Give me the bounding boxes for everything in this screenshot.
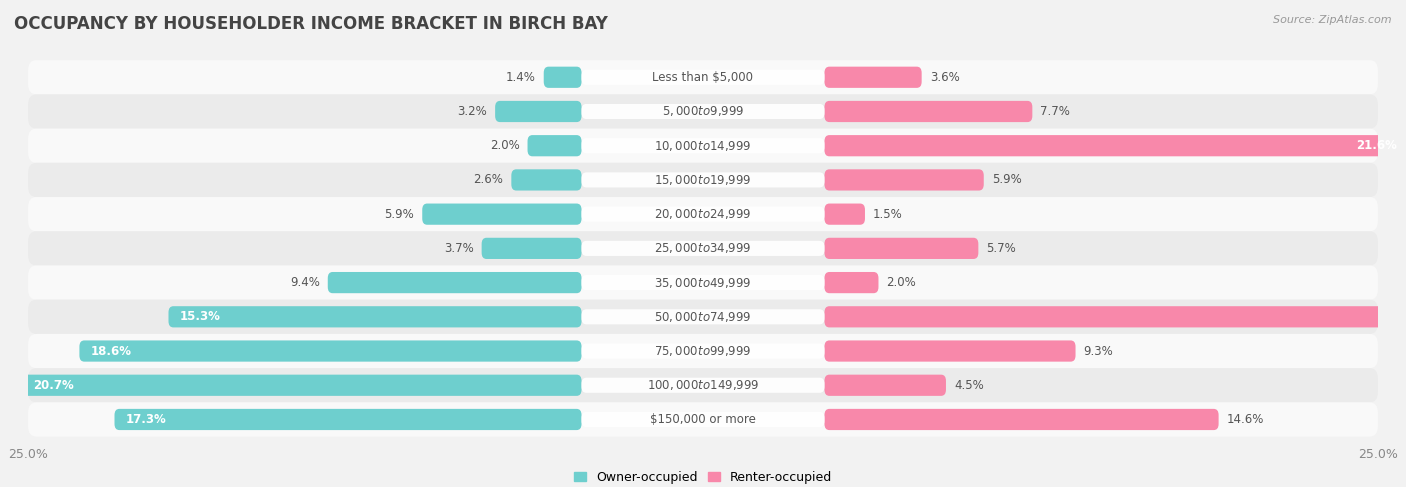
FancyBboxPatch shape — [582, 241, 824, 256]
Text: 9.3%: 9.3% — [1084, 344, 1114, 357]
FancyBboxPatch shape — [582, 412, 824, 427]
FancyBboxPatch shape — [582, 70, 824, 85]
FancyBboxPatch shape — [328, 272, 582, 293]
FancyBboxPatch shape — [582, 206, 824, 222]
Text: 3.2%: 3.2% — [457, 105, 486, 118]
FancyBboxPatch shape — [824, 169, 984, 190]
Text: 17.3%: 17.3% — [125, 413, 166, 426]
Text: $20,000 to $24,999: $20,000 to $24,999 — [654, 207, 752, 221]
FancyBboxPatch shape — [28, 265, 1378, 300]
FancyBboxPatch shape — [582, 275, 824, 290]
FancyBboxPatch shape — [169, 306, 582, 327]
Legend: Owner-occupied, Renter-occupied: Owner-occupied, Renter-occupied — [568, 466, 838, 487]
Text: $150,000 or more: $150,000 or more — [650, 413, 756, 426]
Text: 5.9%: 5.9% — [384, 207, 415, 221]
FancyBboxPatch shape — [824, 135, 1406, 156]
FancyBboxPatch shape — [582, 309, 824, 324]
FancyBboxPatch shape — [22, 375, 582, 396]
FancyBboxPatch shape — [28, 163, 1378, 197]
FancyBboxPatch shape — [582, 104, 824, 119]
FancyBboxPatch shape — [114, 409, 582, 430]
FancyBboxPatch shape — [824, 101, 1032, 122]
Text: 9.4%: 9.4% — [290, 276, 319, 289]
FancyBboxPatch shape — [512, 169, 582, 190]
FancyBboxPatch shape — [28, 334, 1378, 368]
FancyBboxPatch shape — [582, 138, 824, 153]
FancyBboxPatch shape — [28, 129, 1378, 163]
Text: 15.3%: 15.3% — [180, 310, 221, 323]
FancyBboxPatch shape — [28, 197, 1378, 231]
FancyBboxPatch shape — [824, 238, 979, 259]
Text: 14.6%: 14.6% — [1226, 413, 1264, 426]
FancyBboxPatch shape — [495, 101, 582, 122]
Text: 1.4%: 1.4% — [506, 71, 536, 84]
FancyBboxPatch shape — [79, 340, 582, 362]
Text: $25,000 to $34,999: $25,000 to $34,999 — [654, 242, 752, 255]
Text: $35,000 to $49,999: $35,000 to $49,999 — [654, 276, 752, 290]
FancyBboxPatch shape — [824, 375, 946, 396]
Text: 3.6%: 3.6% — [929, 71, 959, 84]
FancyBboxPatch shape — [582, 378, 824, 393]
FancyBboxPatch shape — [824, 204, 865, 225]
FancyBboxPatch shape — [28, 94, 1378, 129]
Text: 20.7%: 20.7% — [34, 379, 75, 392]
FancyBboxPatch shape — [422, 204, 582, 225]
Text: 21.6%: 21.6% — [1355, 139, 1396, 152]
Text: 5.9%: 5.9% — [991, 173, 1022, 187]
Text: Source: ZipAtlas.com: Source: ZipAtlas.com — [1274, 15, 1392, 25]
Text: $15,000 to $19,999: $15,000 to $19,999 — [654, 173, 752, 187]
Text: $100,000 to $149,999: $100,000 to $149,999 — [647, 378, 759, 392]
FancyBboxPatch shape — [482, 238, 582, 259]
Text: $75,000 to $99,999: $75,000 to $99,999 — [654, 344, 752, 358]
Text: 2.6%: 2.6% — [474, 173, 503, 187]
FancyBboxPatch shape — [28, 300, 1378, 334]
Text: 18.6%: 18.6% — [90, 344, 131, 357]
FancyBboxPatch shape — [527, 135, 582, 156]
Text: 3.7%: 3.7% — [444, 242, 474, 255]
FancyBboxPatch shape — [824, 340, 1076, 362]
Text: 2.0%: 2.0% — [887, 276, 917, 289]
FancyBboxPatch shape — [582, 343, 824, 358]
FancyBboxPatch shape — [824, 67, 922, 88]
FancyBboxPatch shape — [582, 172, 824, 187]
Text: $10,000 to $14,999: $10,000 to $14,999 — [654, 139, 752, 153]
Text: 2.0%: 2.0% — [489, 139, 519, 152]
FancyBboxPatch shape — [28, 402, 1378, 436]
FancyBboxPatch shape — [824, 409, 1219, 430]
Text: OCCUPANCY BY HOUSEHOLDER INCOME BRACKET IN BIRCH BAY: OCCUPANCY BY HOUSEHOLDER INCOME BRACKET … — [14, 15, 607, 33]
FancyBboxPatch shape — [824, 272, 879, 293]
FancyBboxPatch shape — [544, 67, 582, 88]
Text: $50,000 to $74,999: $50,000 to $74,999 — [654, 310, 752, 324]
Text: 1.5%: 1.5% — [873, 207, 903, 221]
Text: 5.7%: 5.7% — [987, 242, 1017, 255]
Text: 7.7%: 7.7% — [1040, 105, 1070, 118]
Text: 4.5%: 4.5% — [955, 379, 984, 392]
FancyBboxPatch shape — [28, 60, 1378, 94]
FancyBboxPatch shape — [28, 368, 1378, 402]
Text: Less than $5,000: Less than $5,000 — [652, 71, 754, 84]
FancyBboxPatch shape — [28, 231, 1378, 265]
Text: $5,000 to $9,999: $5,000 to $9,999 — [662, 105, 744, 118]
FancyBboxPatch shape — [824, 306, 1406, 327]
